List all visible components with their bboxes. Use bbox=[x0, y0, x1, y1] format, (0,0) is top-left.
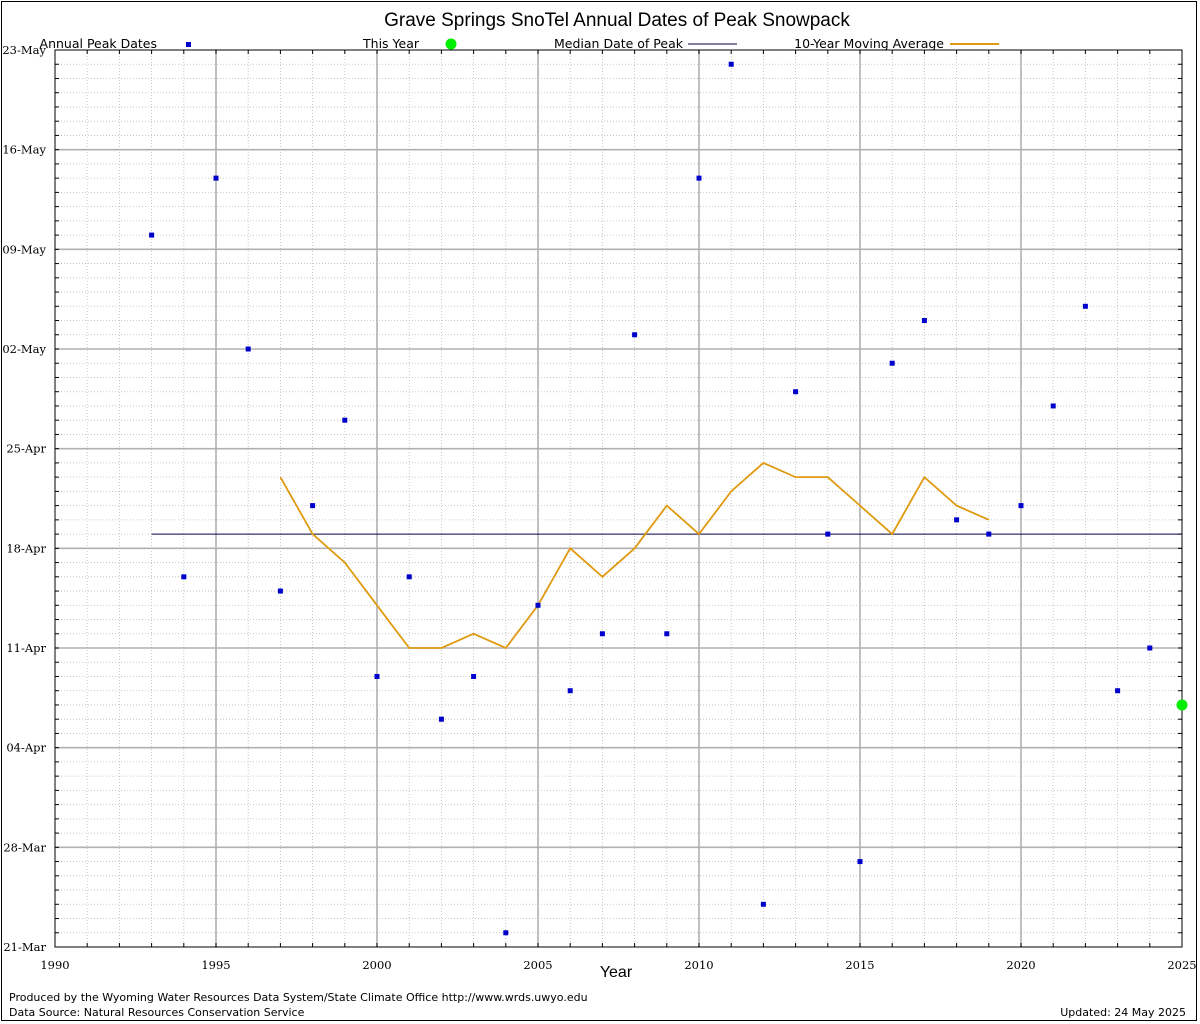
annual-peak-dates-point bbox=[599, 631, 605, 637]
x-tick-label: 2020 bbox=[1006, 958, 1035, 972]
y-tick-label: 21-Mar bbox=[3, 940, 46, 954]
legend-label-this-year: This Year bbox=[362, 36, 420, 51]
x-axis-tick-labels: 1990 1995 2000 2005 2010 2015 2020 2025 bbox=[40, 958, 1196, 972]
annual-peak-dates-point bbox=[986, 531, 992, 537]
annual-peak-dates-point bbox=[728, 61, 734, 67]
x-tick-label: 2005 bbox=[523, 958, 552, 972]
annual-peak-dates-point bbox=[567, 688, 573, 694]
x-tick-label: 2015 bbox=[845, 958, 874, 972]
annual-peak-dates-point bbox=[342, 417, 348, 423]
annual-peak-dates-point bbox=[374, 673, 380, 679]
annual-peak-dates-point bbox=[277, 588, 283, 594]
x-tick-label: 1995 bbox=[201, 958, 230, 972]
annual-peak-dates-point bbox=[1115, 688, 1121, 694]
annual-peak-dates-point bbox=[406, 574, 412, 580]
legend-swatch-this-year bbox=[445, 38, 457, 50]
major-grid bbox=[55, 50, 1182, 947]
y-tick-label: 02-May bbox=[2, 342, 46, 356]
legend: Annual Peak Dates This Year Median Date … bbox=[40, 36, 999, 51]
legend-label-annual-peak: Annual Peak Dates bbox=[40, 36, 157, 51]
annual-peak-dates-point bbox=[471, 673, 477, 679]
annual-peak-dates-point bbox=[149, 232, 155, 238]
minor-grid bbox=[55, 50, 1182, 947]
annual-peak-dates-point bbox=[1147, 645, 1153, 651]
x-tick-label: 1990 bbox=[40, 958, 69, 972]
annual-peak-dates-point bbox=[954, 517, 960, 523]
y-tick-label: 25-Apr bbox=[6, 442, 46, 456]
annual-peak-dates-point bbox=[535, 602, 541, 608]
annual-peak-dates-point bbox=[889, 360, 895, 366]
footer-updated: Updated: 24 May 2025 bbox=[1060, 1006, 1186, 1019]
y-tick-label: 09-May bbox=[2, 242, 46, 256]
annual-peak-dates-point bbox=[664, 631, 670, 637]
annual-peak-dates-point bbox=[310, 503, 316, 509]
footer-data-source: Data Source: Natural Resources Conservat… bbox=[9, 1006, 305, 1019]
annual-peak-dates-point bbox=[696, 175, 702, 181]
x-tick-label: 2010 bbox=[684, 958, 713, 972]
y-tick-label: 11-Apr bbox=[6, 641, 46, 655]
annual-peak-dates-point bbox=[181, 574, 187, 580]
annual-peak-dates-point bbox=[921, 318, 927, 324]
annual-peak-dates-point bbox=[503, 930, 509, 936]
legend-swatch-annual-peak bbox=[186, 42, 191, 47]
y-tick-label: 18-Apr bbox=[6, 541, 46, 555]
x-tick-label: 2000 bbox=[362, 958, 391, 972]
footer-credit: Produced by the Wyoming Water Resources … bbox=[9, 991, 588, 1004]
annual-peak-dates-point bbox=[438, 716, 444, 722]
y-tick-label: 16-May bbox=[2, 143, 46, 157]
annual-peak-dates-point bbox=[632, 332, 638, 338]
annual-peak-dates-point bbox=[1050, 403, 1056, 409]
annual-peak-dates-point bbox=[1018, 503, 1024, 509]
annual-peak-dates-point bbox=[793, 389, 799, 395]
10-year-moving-average-line bbox=[279, 461, 990, 650]
series-layer bbox=[149, 61, 1188, 936]
y-tick-label: 04-Apr bbox=[6, 741, 46, 755]
x-tick-label: 2025 bbox=[1167, 958, 1196, 972]
plot-area-border bbox=[54, 49, 1183, 948]
axis-ticks bbox=[55, 50, 1182, 947]
chart-title: Grave Springs SnoTel Annual Dates of Pea… bbox=[384, 10, 850, 31]
annual-peak-dates-point bbox=[760, 901, 766, 907]
annual-peak-dates-point bbox=[213, 175, 219, 181]
this-year-point bbox=[1176, 699, 1188, 711]
y-axis-tick-labels: 21-Mar 28-Mar 04-Apr 11-Apr 18-Apr 25-Apr 02-M… bbox=[2, 43, 46, 954]
annual-peak-dates-point bbox=[1082, 303, 1088, 309]
y-tick-label: 23-May bbox=[2, 43, 46, 57]
legend-label-median: Median Date of Peak bbox=[554, 36, 684, 51]
y-tick-label: 28-Mar bbox=[3, 840, 46, 854]
x-axis-label: Year bbox=[600, 964, 633, 981]
legend-label-moving-average: 10-Year Moving Average bbox=[794, 36, 944, 51]
annual-peak-dates-point bbox=[245, 346, 251, 352]
annual-peak-dates-point bbox=[857, 859, 863, 865]
annual-peak-dates-point bbox=[825, 531, 831, 537]
